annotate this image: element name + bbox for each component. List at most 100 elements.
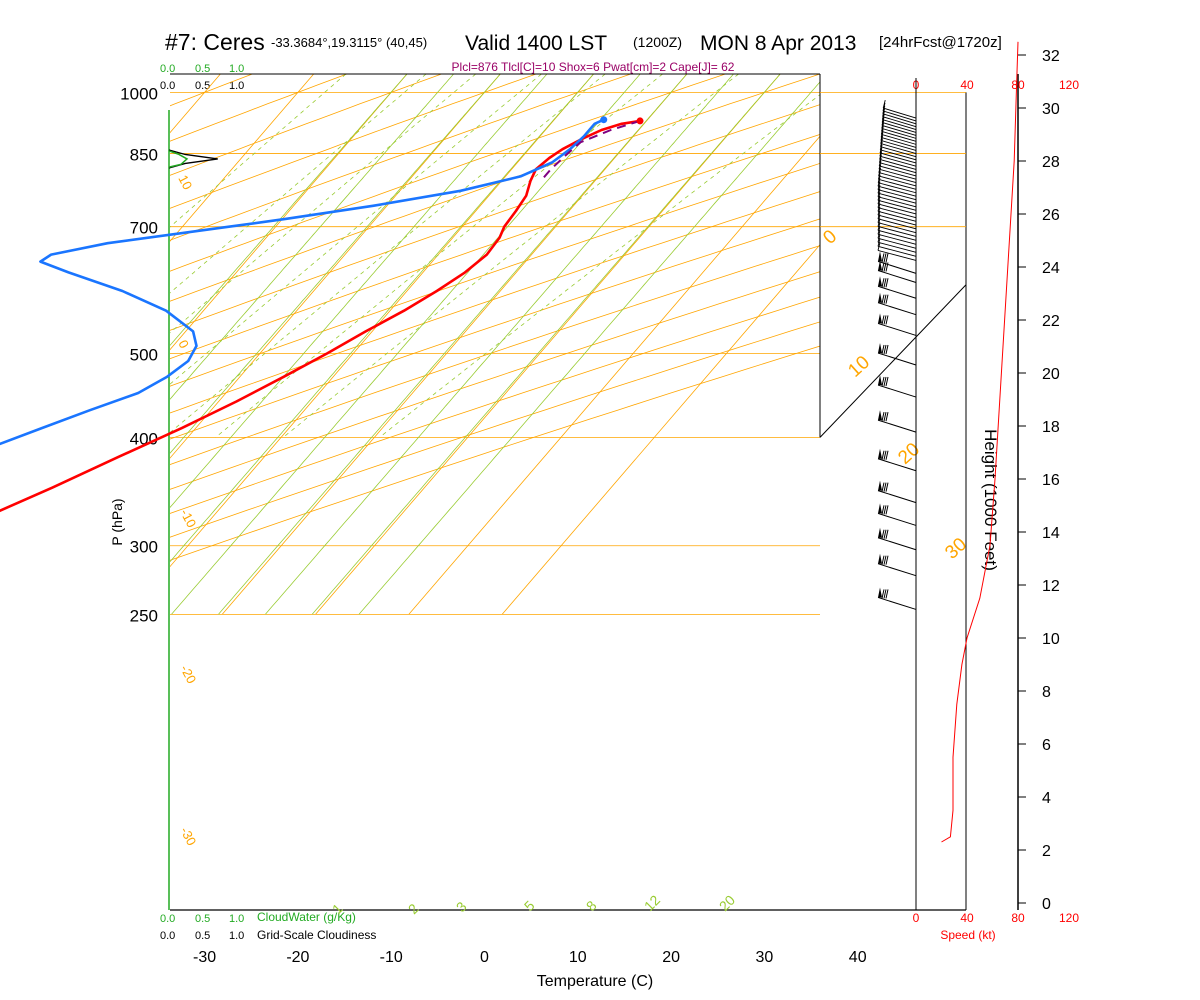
station-coords: -33.3684°,19.3115° (40,45) <box>271 35 427 50</box>
barb-shaft <box>878 175 917 187</box>
barb-pennant <box>878 480 882 491</box>
barb-feather <box>883 555 887 565</box>
moist-adiabat-line <box>170 74 594 563</box>
barb-shaft <box>877 237 917 249</box>
height-tick-label: 12 <box>1042 578 1060 595</box>
pressure-tick-label: 700 <box>130 219 158 238</box>
isotherm-label: -30 <box>177 824 199 848</box>
bottom-scale-black-2: 1.0 <box>229 930 244 942</box>
barb-shaft <box>877 322 917 336</box>
barb-pennant <box>878 313 882 324</box>
isotherm-label: -20 <box>177 662 199 686</box>
mixing-ratio-label: 12 <box>641 892 663 914</box>
barb-feather <box>882 108 886 117</box>
utc-time: (1200Z) <box>633 34 682 50</box>
bottom-scale-green-0: 0.0 <box>160 913 175 925</box>
mixing-ratio-line <box>282 74 739 438</box>
isotherm-label: 10 <box>844 352 874 382</box>
barb-feather <box>885 482 889 492</box>
mixing-ratio-label: 5 <box>521 897 538 914</box>
right-panel: 0246810121416182022242628303200404080801… <box>877 41 1079 925</box>
barb-feather <box>881 450 885 460</box>
barb-feather <box>878 157 882 167</box>
barb-feather <box>881 262 885 272</box>
barb-feather <box>880 126 884 135</box>
wind-barb <box>877 553 917 577</box>
dry-adiabat-line <box>170 74 253 107</box>
wind-barb <box>882 108 917 128</box>
dry-adiabat-line <box>170 74 631 241</box>
temp-tick-label: 30 <box>756 949 774 966</box>
height-tick-label: 28 <box>1042 154 1060 171</box>
wind-barb <box>881 117 917 136</box>
barb-shaft <box>878 178 917 190</box>
barb-pennant <box>878 375 882 386</box>
barb-shaft <box>877 249 917 261</box>
mixing-ratio-label: 20 <box>716 892 738 914</box>
barb-pennant <box>878 276 882 287</box>
wind-barb <box>877 480 917 504</box>
barb-feather <box>881 278 885 288</box>
dry-adiabat-line <box>170 74 537 209</box>
height-tick-label: 6 <box>1042 737 1051 754</box>
wind-barb <box>879 154 917 174</box>
barb-shaft <box>879 162 917 174</box>
isotherm-label: 0 <box>819 226 841 249</box>
barb-pennant <box>878 410 882 421</box>
wind-barb <box>882 99 917 119</box>
barb-feather <box>881 411 885 422</box>
barb-pennant <box>878 260 882 271</box>
wind-barb <box>877 448 917 472</box>
height-tick-label: 16 <box>1042 472 1060 489</box>
top-scale-green-1: 0.5 <box>195 63 210 75</box>
barb-shaft <box>877 207 917 219</box>
barb-feather <box>883 278 887 288</box>
wind-barb <box>881 120 917 139</box>
moist-adiabat-line <box>170 74 454 400</box>
barb-feather <box>882 105 886 114</box>
barb-feather <box>885 278 889 288</box>
barb-feather <box>881 482 885 492</box>
height-tick-label: 26 <box>1042 207 1060 224</box>
dry-adiabat-line <box>170 74 820 302</box>
barb-shaft <box>877 537 917 551</box>
barb-feather <box>883 411 887 422</box>
barb-shaft <box>877 226 917 237</box>
barb-feather <box>883 376 887 387</box>
temp-tick-label: 40 <box>849 949 867 966</box>
x-axis-label: Temperature (C) <box>537 973 653 990</box>
isotherm-line <box>170 74 501 459</box>
height-tick-label: 24 <box>1042 260 1060 277</box>
barb-feather <box>881 344 885 355</box>
wind-barb <box>877 292 917 316</box>
wind-barb <box>877 342 917 366</box>
barb-pennant <box>878 553 882 564</box>
barb-feather <box>883 589 887 599</box>
barb-shaft <box>882 119 917 130</box>
dry-adiabat-line <box>170 74 442 176</box>
barb-shaft <box>882 113 917 125</box>
isotherm-line <box>315 74 781 615</box>
barb-feather <box>885 505 889 515</box>
surface-temperature-marker <box>636 117 644 125</box>
mixing-ratio-line <box>170 74 427 294</box>
height-tick-label: 2 <box>1042 843 1051 860</box>
barb-pennant <box>878 503 882 514</box>
mixing-ratio-label: 3 <box>453 898 470 915</box>
wind-barb <box>879 141 917 161</box>
top-scale-black-1: 0.5 <box>195 80 210 92</box>
moist-adiabat-line <box>170 74 548 509</box>
barb-pennant <box>878 448 882 459</box>
barb-shaft <box>877 199 917 211</box>
barb-feather <box>883 450 887 460</box>
barb-shaft <box>877 384 917 398</box>
dry-adiabat-line <box>170 104 820 331</box>
barb-shaft <box>877 458 917 472</box>
speed-tick-label-top: 40 <box>960 78 974 92</box>
bottom-scale-black-0: 0.0 <box>160 930 175 942</box>
pressure-tick-label: 1000 <box>120 84 158 103</box>
dry-adiabat-line <box>170 245 820 465</box>
barb-feather <box>885 589 889 599</box>
